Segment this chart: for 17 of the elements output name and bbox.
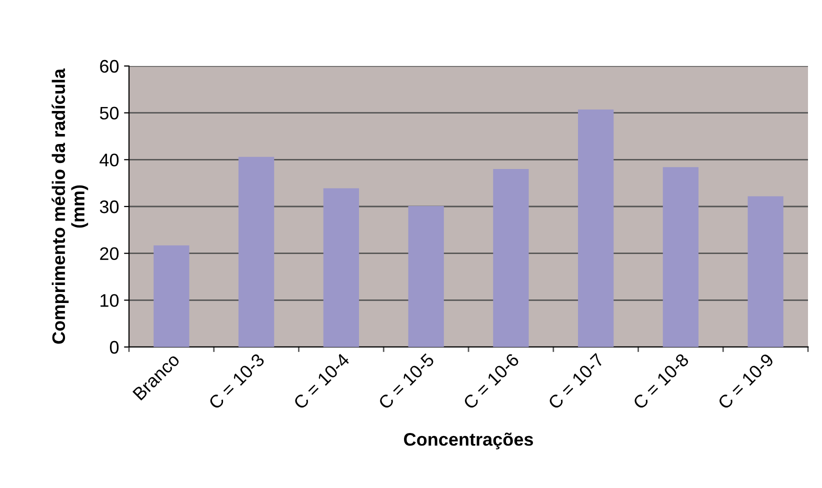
bar: [408, 206, 444, 347]
y-tick-label: 0: [110, 340, 119, 354]
bar: [578, 110, 614, 347]
y-tick-label: 10: [100, 294, 119, 307]
bar: [154, 245, 190, 347]
bar: [238, 156, 274, 347]
y-tick-label: 30: [100, 200, 119, 214]
bar: [323, 188, 360, 347]
x-axis-title: Concentrações: [404, 432, 533, 450]
y-axis-title: Comprimento médio da radícula (mm): [52, 68, 88, 344]
bar: [748, 196, 784, 347]
y-tick-label: 40: [100, 154, 119, 166]
y-tick-label: 50: [100, 106, 119, 120]
y-tick-label: 60: [100, 60, 119, 73]
bar: [662, 167, 699, 347]
y-tick-label: 20: [100, 247, 119, 260]
bar: [493, 169, 529, 347]
